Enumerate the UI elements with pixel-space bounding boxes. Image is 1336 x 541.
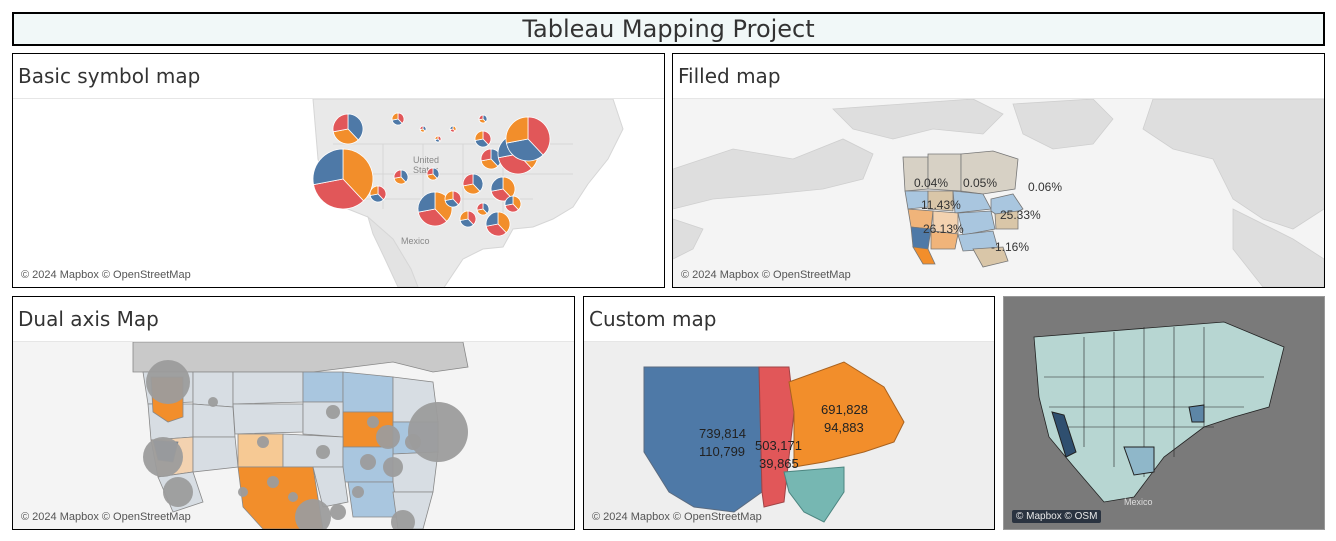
dual-axis-circle[interactable]: [367, 416, 379, 428]
pie-symbols[interactable]: [312, 112, 551, 237]
pie-slice[interactable]: [504, 195, 514, 206]
dual-axis-map-title: Dual axis Map: [13, 297, 574, 342]
filled-map-title: Filled map: [673, 54, 1324, 99]
dual-axis-circle[interactable]: [163, 477, 193, 507]
region-west-value1: 739,814: [699, 426, 746, 441]
pie-slice[interactable]: [474, 130, 484, 141]
dual-axis-circle[interactable]: [238, 487, 248, 497]
pie-slice[interactable]: [476, 202, 484, 211]
pie-slice[interactable]: [332, 113, 349, 133]
filled-map-panel: Filled map: [672, 53, 1325, 288]
pie-slice[interactable]: [462, 173, 474, 187]
pie-slice[interactable]: [313, 178, 365, 210]
custom-map-title: Custom map: [584, 297, 994, 342]
region-central-value1: 503,171: [755, 438, 802, 453]
pie-slice[interactable]: [426, 167, 434, 176]
pie-slice[interactable]: [485, 211, 499, 227]
pie-slice[interactable]: [347, 113, 364, 141]
dual-axis-circles[interactable]: [143, 360, 468, 529]
map-attribution: © Mapbox © OSM: [1012, 510, 1102, 523]
filled-label-6: 26.13%: [923, 222, 964, 236]
dashboard-title-text: Tableau Mapping Project: [522, 15, 815, 43]
pie-slice[interactable]: [444, 190, 454, 201]
filled-map-canvas[interactable]: 0.04% 0.05% 0.06% 11.43% 25.33% 26.13% -…: [673, 99, 1324, 287]
dark-map-canvas[interactable]: Mexico © Mapbox © OSM: [1004, 297, 1324, 529]
dark-map-panel: Mexico © Mapbox © OSM: [1003, 296, 1325, 530]
dual-axis-circle[interactable]: [360, 454, 376, 470]
pie-slice[interactable]: [505, 138, 544, 162]
pie-slice[interactable]: [419, 125, 424, 131]
dual-axis-map-panel: Dual axis Map: [12, 296, 575, 530]
region-east-value2: 94,883: [824, 420, 864, 435]
pie-slice[interactable]: [462, 183, 481, 195]
dual-axis-circle[interactable]: [383, 457, 403, 477]
pie-slice[interactable]: [497, 153, 533, 175]
dual-axis-circle[interactable]: [146, 360, 190, 404]
dual-axis-circle[interactable]: [257, 436, 269, 448]
dual-axis-circle[interactable]: [326, 405, 340, 419]
pie-slice[interactable]: [342, 148, 374, 202]
pie-slice[interactable]: [505, 116, 529, 144]
pie-slice[interactable]: [497, 211, 511, 234]
pie-slice[interactable]: [393, 169, 402, 179]
pie-slice[interactable]: [480, 148, 492, 162]
basic-symbol-map-title: Basic symbol map: [13, 54, 664, 99]
dual-axis-circle[interactable]: [376, 425, 400, 449]
dual-axis-circle[interactable]: [391, 510, 415, 529]
basic-symbol-map-panel: Basic symbol map United States Mexico © …: [12, 53, 665, 288]
basic-symbol-map-canvas[interactable]: United States Mexico © 2024 Mapbox © Ope…: [13, 99, 664, 287]
custom-map-panel: Custom map 739,814 110,799 503,171 39,86…: [583, 296, 995, 530]
dual-axis-circle[interactable]: [267, 476, 279, 488]
filled-label-2: 0.05%: [963, 176, 997, 190]
pie-slice[interactable]: [478, 114, 484, 121]
pie-slice[interactable]: [449, 125, 454, 131]
dual-axis-circle[interactable]: [295, 499, 331, 529]
region-west-value2: 110,799: [699, 444, 745, 459]
pie-slice[interactable]: [332, 128, 359, 145]
pie-slice[interactable]: [459, 210, 469, 221]
place-label-mexico: Mexico: [401, 236, 430, 246]
map-attribution: © 2024 Mapbox © OpenStreetMap: [681, 269, 851, 281]
pie-slice[interactable]: [480, 158, 499, 170]
map-attribution: © 2024 Mapbox © OpenStreetMap: [21, 511, 191, 523]
filled-label-3: 0.06%: [1028, 180, 1062, 194]
pie-slice[interactable]: [527, 116, 551, 156]
map-attribution: © 2024 Mapbox © OpenStreetMap: [21, 269, 191, 281]
dual-axis-circle[interactable]: [330, 504, 346, 520]
place-label-united: United: [413, 155, 439, 165]
pie-slice[interactable]: [417, 191, 436, 213]
pie-slice[interactable]: [485, 223, 507, 237]
dashboard-title: Tableau Mapping Project: [12, 12, 1325, 46]
map-attribution: © 2024 Mapbox © OpenStreetMap: [592, 511, 762, 523]
dual-axis-circle[interactable]: [316, 445, 330, 459]
dual-axis-circle[interactable]: [143, 437, 183, 477]
pie-slice[interactable]: [434, 135, 439, 141]
filled-label-4: 11.43%: [921, 198, 961, 212]
dual-axis-circle[interactable]: [408, 402, 468, 462]
pie-slice[interactable]: [312, 148, 344, 186]
region-central-value2: 39,865: [759, 456, 799, 471]
pie-slice[interactable]: [472, 173, 484, 192]
filled-label-5: 25.33%: [1000, 208, 1041, 222]
pie-slice[interactable]: [417, 208, 448, 227]
pie-slice[interactable]: [369, 185, 379, 196]
place-label-states: States: [413, 165, 439, 175]
dual-axis-circle[interactable]: [352, 486, 364, 498]
place-label-mexico: Mexico: [1124, 497, 1153, 507]
pie-slice[interactable]: [490, 176, 504, 192]
dual-axis-map-canvas[interactable]: © 2024 Mapbox © OpenStreetMap: [13, 342, 574, 529]
dual-axis-circle[interactable]: [405, 434, 421, 450]
region-east-value1: 691,828: [821, 402, 868, 417]
dual-axis-circle[interactable]: [288, 492, 298, 502]
custom-map-canvas[interactable]: 739,814 110,799 503,171 39,865 691,828 9…: [584, 342, 994, 529]
filled-label-7: -1.16%: [991, 240, 1029, 254]
filled-label-1: 0.04%: [914, 176, 948, 190]
dual-axis-circle[interactable]: [208, 397, 218, 407]
pie-slice[interactable]: [391, 112, 399, 121]
